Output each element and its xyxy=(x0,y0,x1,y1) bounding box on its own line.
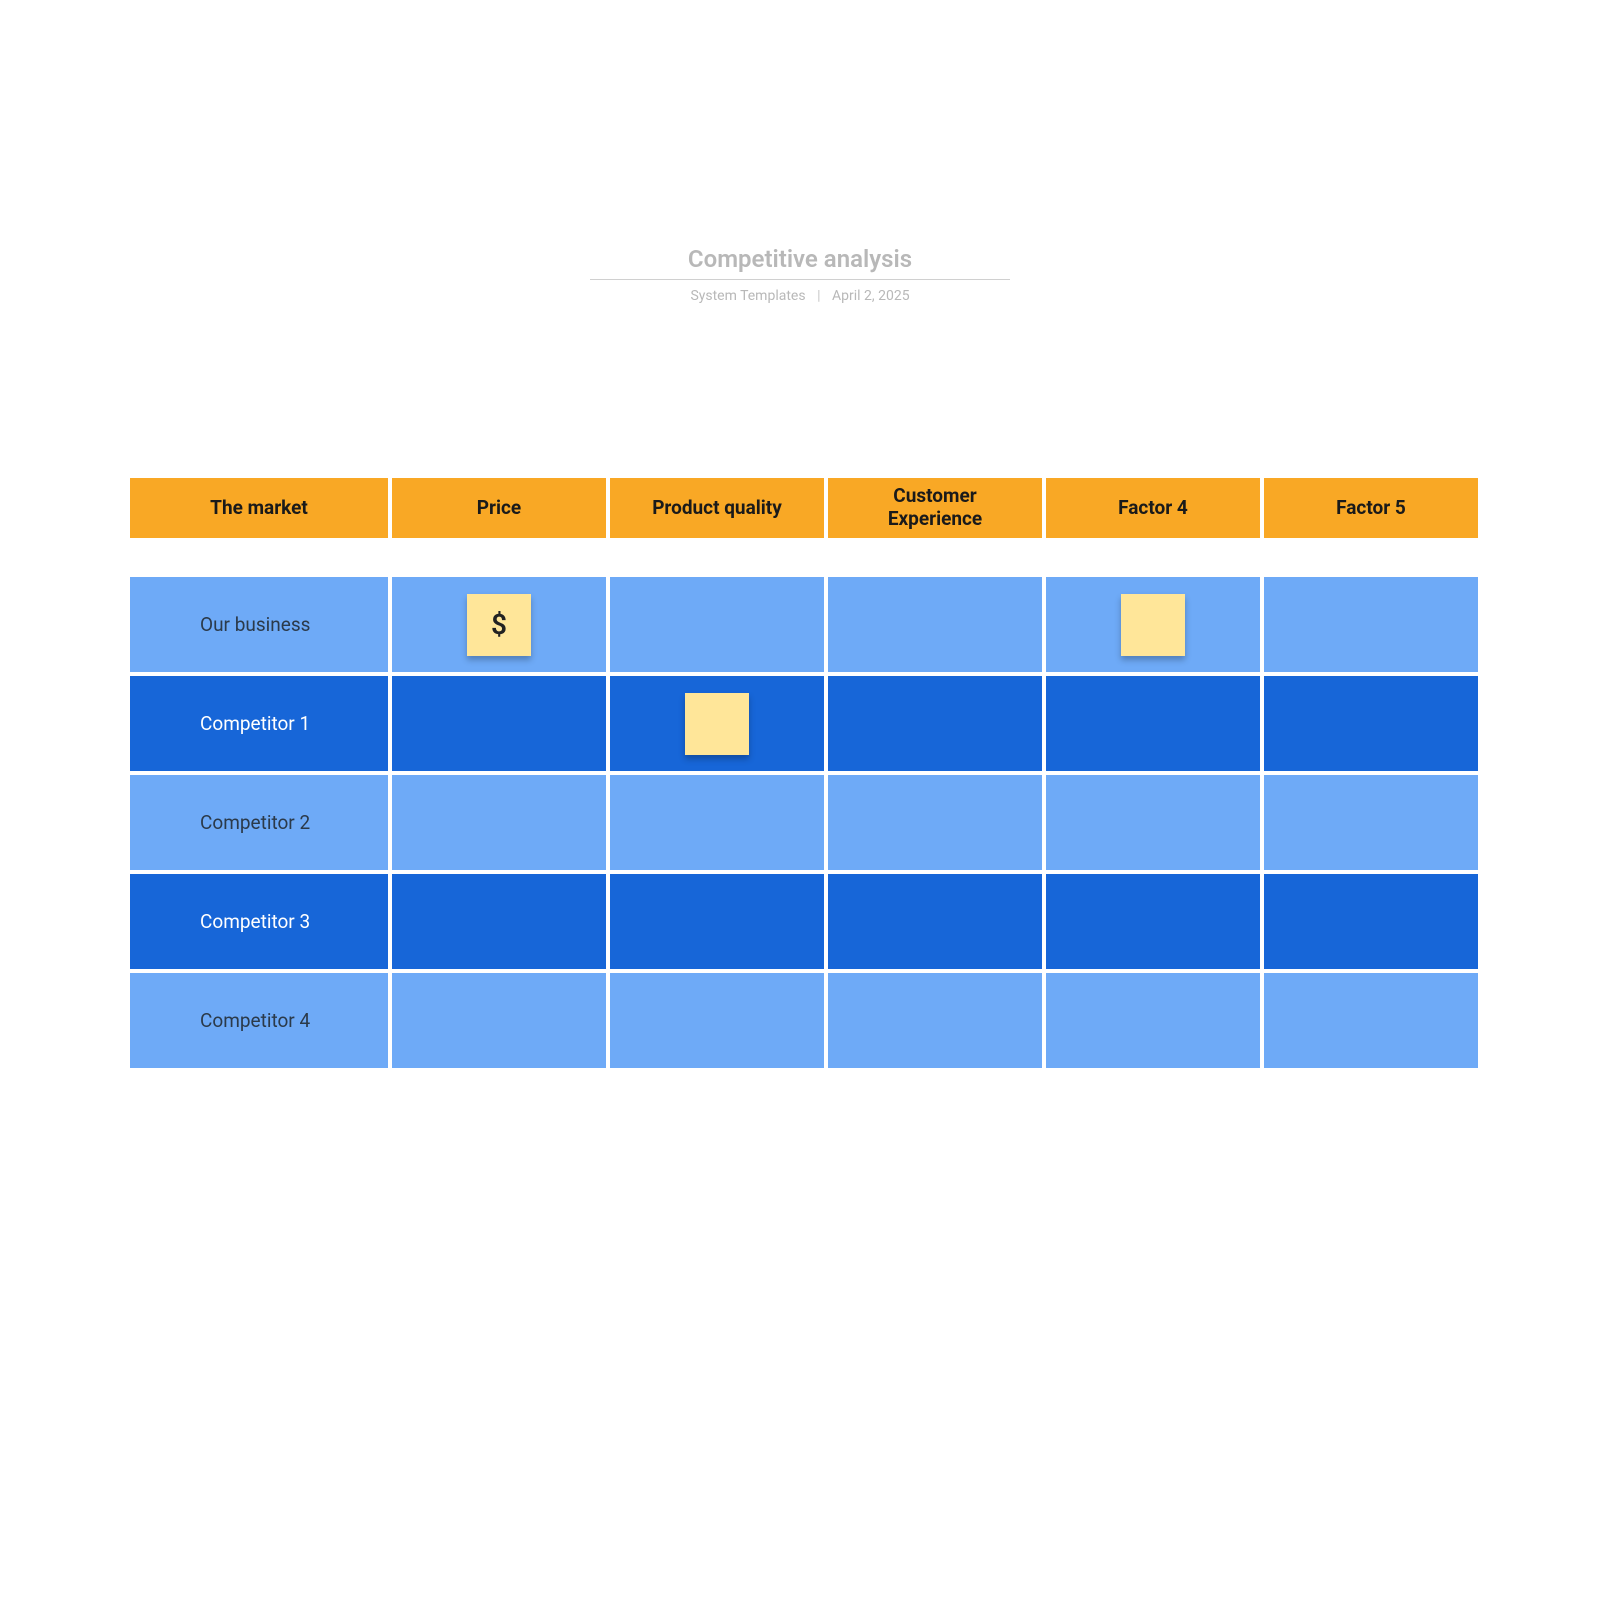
table-cell[interactable] xyxy=(828,577,1042,672)
header-block: Competitive analysis System Templates | … xyxy=(590,245,1010,304)
table-cell[interactable] xyxy=(1046,973,1260,1068)
table-cell[interactable] xyxy=(1264,775,1478,870)
column-header: Factor 5 xyxy=(1264,478,1478,538)
table-cell[interactable] xyxy=(1264,973,1478,1068)
row-label[interactable]: Competitor 1 xyxy=(130,676,388,771)
column-header: Price xyxy=(392,478,606,538)
date-label: April 2, 2025 xyxy=(832,288,910,304)
table-cell[interactable] xyxy=(392,874,606,969)
row-label[interactable]: Our business xyxy=(130,577,388,672)
row-label[interactable]: Competitor 2 xyxy=(130,775,388,870)
sticky-note[interactable] xyxy=(685,693,749,755)
table-cell[interactable] xyxy=(1046,676,1260,771)
table-cell[interactable] xyxy=(610,874,824,969)
table-cell[interactable] xyxy=(1046,874,1260,969)
column-header: CustomerExperience xyxy=(828,478,1042,538)
column-header: The market xyxy=(130,478,388,538)
table-cell[interactable] xyxy=(1264,577,1478,672)
row-label[interactable]: Competitor 3 xyxy=(130,874,388,969)
subtitle-separator: | xyxy=(817,288,820,304)
column-header: Factor 4 xyxy=(1046,478,1260,538)
table-cell[interactable] xyxy=(610,973,824,1068)
table-cell[interactable] xyxy=(392,676,606,771)
table-cell[interactable]: $ xyxy=(392,577,606,672)
table-cell[interactable] xyxy=(610,676,824,771)
author-label: System Templates xyxy=(690,288,805,304)
table-cell[interactable] xyxy=(1046,775,1260,870)
table-cell[interactable] xyxy=(610,775,824,870)
table-cell[interactable] xyxy=(828,775,1042,870)
table-cell[interactable] xyxy=(610,577,824,672)
table-cell[interactable] xyxy=(1264,676,1478,771)
table-cell[interactable] xyxy=(1046,577,1260,672)
table-cell[interactable] xyxy=(828,874,1042,969)
column-header: Product quality xyxy=(610,478,824,538)
analysis-table: The marketPriceProduct qualityCustomerEx… xyxy=(130,478,1470,1068)
sticky-note[interactable] xyxy=(1121,594,1185,656)
table-cell[interactable] xyxy=(392,775,606,870)
table-cell[interactable] xyxy=(828,676,1042,771)
page-subtitle: System Templates | April 2, 2025 xyxy=(590,288,1010,304)
table-cell[interactable] xyxy=(1264,874,1478,969)
page-title: Competitive analysis xyxy=(590,245,1010,280)
row-label[interactable]: Competitor 4 xyxy=(130,973,388,1068)
table-cell[interactable] xyxy=(828,973,1042,1068)
sticky-note[interactable]: $ xyxy=(467,594,531,656)
table-cell[interactable] xyxy=(392,973,606,1068)
